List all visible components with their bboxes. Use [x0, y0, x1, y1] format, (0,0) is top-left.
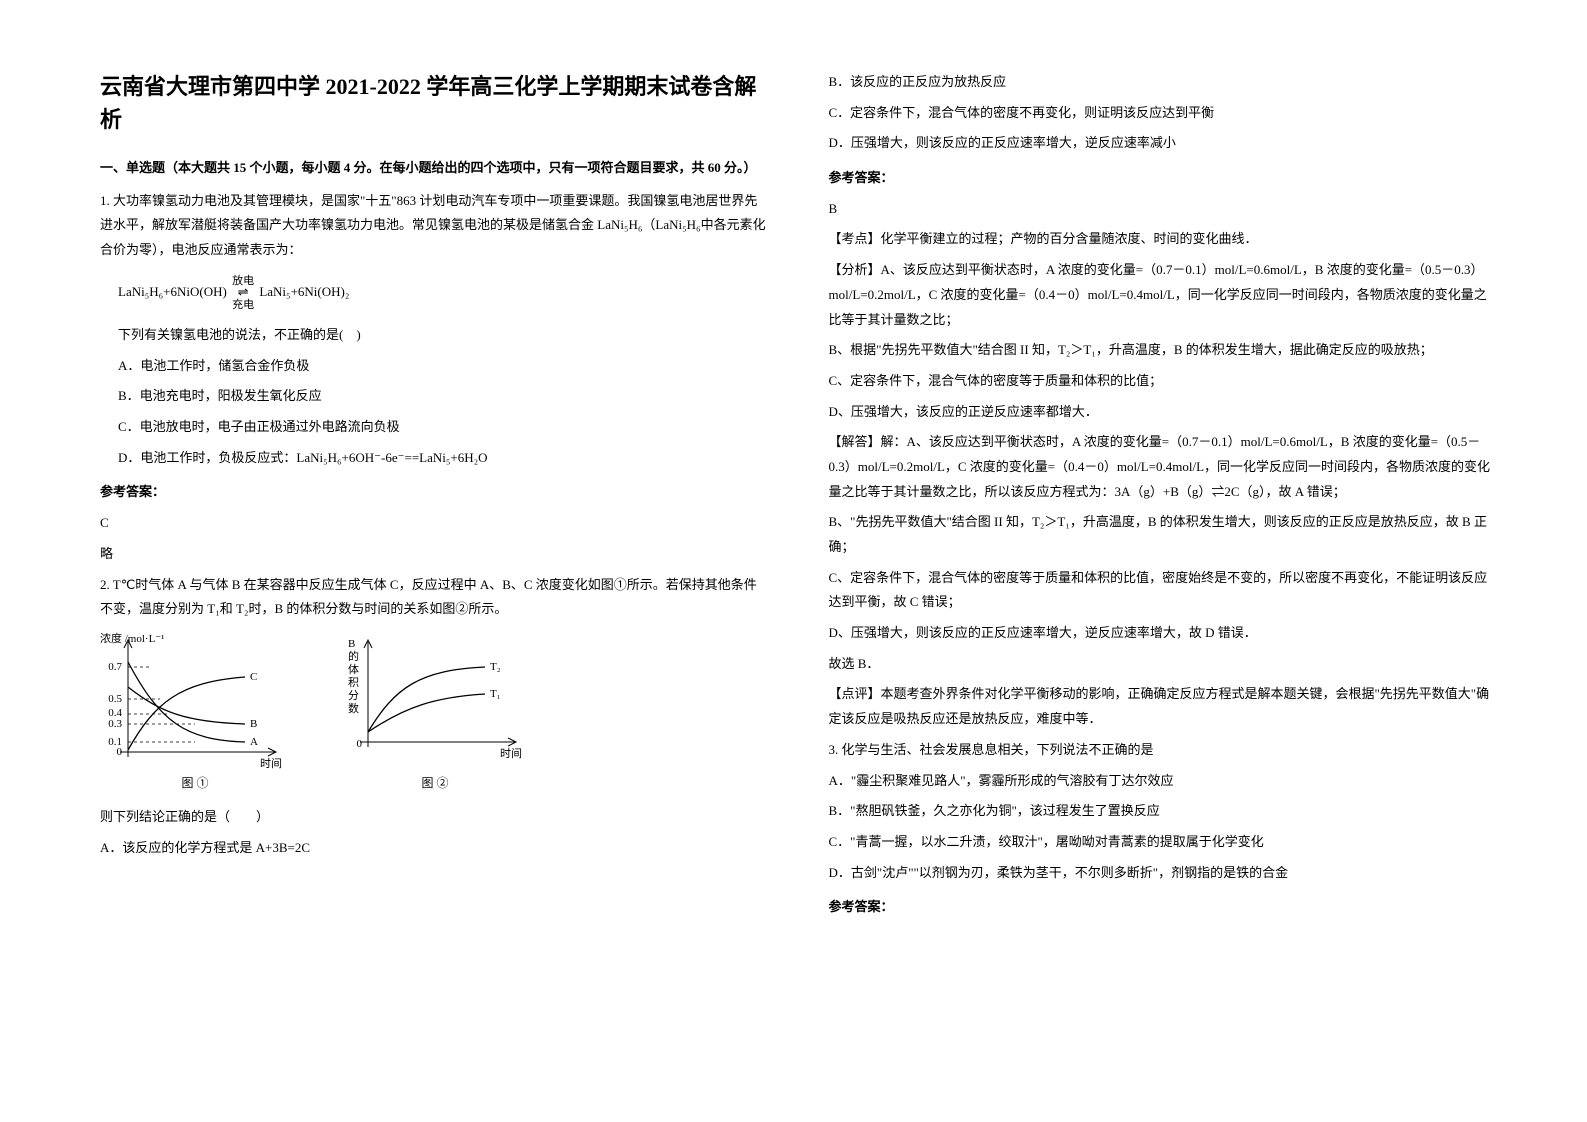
- reaction-arrow-icon: ⇌: [238, 284, 249, 299]
- q2-jieda-5: 故选 B．: [829, 652, 1498, 677]
- chart1-ytick-1: 0.1: [108, 736, 122, 748]
- q2-opt-a: A．该反应的化学方程式是 A+3B=2C: [100, 836, 769, 861]
- chart1-lbl-b: B: [250, 718, 257, 730]
- chart1-ytick-3: 0.4: [108, 707, 122, 719]
- chart1-ytick-4: 0.5: [108, 693, 122, 705]
- q2-fenxi-3: C、定容条件下，混合气体的密度等于质量和体积的比值；: [829, 369, 1498, 394]
- chart1-lbl-a: A: [250, 736, 258, 748]
- chart2-yl-4: 积: [348, 676, 359, 689]
- q2-fenxi-4: D、压强增大，该反应的正逆反应速率都增大．: [829, 400, 1498, 425]
- chart2-caption: 图 ②: [340, 774, 530, 791]
- chart1-curve-b: [128, 687, 245, 724]
- chart2-yl-3: 体: [348, 662, 359, 676]
- section-heading: 一、单选题（本大题共 15 个小题，每小题 4 分。在每小题给出的四个选项中，只…: [100, 156, 769, 181]
- chart2-lbl-t2: T₂: [490, 661, 501, 673]
- q1-note: 略: [100, 542, 769, 567]
- chart2-yl-1: B: [348, 638, 355, 650]
- reaction-left: LaNi₅H₆+6NiO(OH): [118, 284, 227, 299]
- q1-stem: 1. 大功率镍氢动力电池及其管理模块，是国家"十五"863 计划电动汽车专项中一…: [100, 189, 769, 263]
- q2-fenxi-1: 【分析】A、该反应达到平衡状态时，A 浓度的变化量=（0.7－0.1）mol/L…: [829, 258, 1498, 332]
- q3-opt-c: C．"青蒿一握，以水二升渍，绞取汁"，屠呦呦对青蒿素的提取属于化学变化: [829, 830, 1498, 855]
- right-column: B．该反应的正反应为放热反应 C．定容条件下，混合气体的密度不再变化，则证明该反…: [829, 70, 1498, 926]
- chart2-svg: T₂ T₁ 0 时间 B 的 体 积 分 数: [340, 632, 530, 772]
- q1-opt-a: A．电池工作时，储氢合金作负极: [118, 354, 769, 379]
- chart1-curve-a: [128, 662, 245, 742]
- reaction-arrows: 放电 ⇌ 充电: [232, 275, 254, 311]
- q3-answer-heading: 参考答案：: [829, 895, 1498, 920]
- q1-opt-c: C．电池放电时，电子由正极通过外电路流向负极: [118, 415, 769, 440]
- q1-answer: C: [100, 511, 769, 536]
- q2-answer-heading: 参考答案：: [829, 166, 1498, 191]
- q1-answer-heading: 参考答案：: [100, 480, 769, 505]
- q3-opt-b: B．"熬胆矾铁釜，久之亦化为铜"，该过程发生了置换反应: [829, 799, 1498, 824]
- reaction-right: LaNi₅+6Ni(OH)₂: [259, 284, 349, 299]
- chart2-yl-5: 分: [348, 689, 359, 702]
- chart1-lbl-c: C: [250, 671, 257, 683]
- chart1-xlabel: 时间: [260, 757, 282, 770]
- doc-title: 云南省大理市第四中学 2021-2022 学年高三化学上学期期末试卷含解析: [100, 70, 769, 136]
- q1-prompt: 下列有关镍氢电池的说法，不正确的是( ): [118, 323, 769, 348]
- chart1-svg: 0 0.1 0.3 0.4 0.5 0.7: [100, 632, 290, 772]
- q2-jieda-2: B、"先拐先平数值大"结合图 II 知，T₂＞T₁，升高温度，B 的体积发生增大…: [829, 510, 1498, 559]
- chart2-yl-6: 数: [348, 702, 359, 715]
- chart2-yl-2: 的: [348, 649, 359, 663]
- q3-opt-a: A．"霾尘积聚难见路人"，雾霾所形成的气溶胶有丁达尔效应: [829, 769, 1498, 794]
- chart2-curve-t1: [368, 694, 485, 732]
- chart2-xlabel: 时间: [500, 747, 522, 760]
- q2-prompt: 则下列结论正确的是（ ）: [100, 805, 769, 830]
- q2-kaodian: 【考点】化学平衡建立的过程；产物的百分含量随浓度、时间的变化曲线．: [829, 227, 1498, 252]
- page: 云南省大理市第四中学 2021-2022 学年高三化学上学期期末试卷含解析 一、…: [0, 0, 1587, 966]
- q1-opt-b: B．电池充电时，阳极发生氧化反应: [118, 384, 769, 409]
- q2-jieda-3: C、定容条件下，混合气体的密度等于质量和体积的比值，密度始终是不变的，所以密度不…: [829, 566, 1498, 615]
- chart2-curve-t2: [368, 667, 485, 732]
- q2-fenxi-2: B、根据"先拐先平数值大"结合图 II 知，T₂＞T₁，升高温度，B 的体积发生…: [829, 338, 1498, 363]
- q2-answer: B: [829, 197, 1498, 222]
- chart1-ylabel: 浓度 /mol·L⁻¹: [100, 632, 164, 645]
- q2-jieda-1: 【解答】解：A、该反应达到平衡状态时，A 浓度的变化量=（0.7－0.1）mol…: [829, 430, 1498, 504]
- q2-jieda-4: D、压强增大，则该反应的正反应速率增大，逆反应速率增大，故 D 错误．: [829, 621, 1498, 646]
- chart1-ytick-2: 0.3: [108, 718, 122, 730]
- chart1-wrap: 0 0.1 0.3 0.4 0.5 0.7: [100, 632, 290, 791]
- chart1-curve-c: [128, 677, 245, 750]
- q1-opt-d: D．电池工作时，负极反应式：LaNi₅H₆+6OH⁻-6e⁻==LaNi₅+6H…: [118, 446, 769, 471]
- left-column: 云南省大理市第四中学 2021-2022 学年高三化学上学期期末试卷含解析 一、…: [100, 70, 769, 926]
- q2-stem: 2. T℃时气体 A 与气体 B 在某容器中反应生成气体 C，反应过程中 A、B…: [100, 573, 769, 622]
- q2-opt-d: D．压强增大，则该反应的正反应速率增大，逆反应速率减小: [829, 131, 1498, 156]
- q2-charts: 0 0.1 0.3 0.4 0.5 0.7: [100, 632, 769, 791]
- chart2-wrap: T₂ T₁ 0 时间 B 的 体 积 分 数 图 ②: [340, 632, 530, 791]
- q2-opt-b: B．该反应的正反应为放热反应: [829, 70, 1498, 95]
- q3-opt-d: D．古剑"沈卢""以剂钢为刃，柔铁为茎干，不尔则多断折"，剂钢指的是铁的合金: [829, 861, 1498, 886]
- chart2-zero: 0: [357, 738, 363, 750]
- q2-opt-c: C．定容条件下，混合气体的密度不再变化，则证明该反应达到平衡: [829, 101, 1498, 126]
- chart1-ytick-5: 0.7: [108, 661, 122, 673]
- reaction-bottom: 充电: [232, 299, 254, 311]
- q2-dianping: 【点评】本题考查外界条件对化学平衡移动的影响，正确确定反应方程式是解本题关键，会…: [829, 682, 1498, 731]
- q1-reaction: LaNi₅H₆+6NiO(OH) 放电 ⇌ 充电 LaNi₅+6Ni(OH)₂: [118, 275, 769, 311]
- q3-stem: 3. 化学与生活、社会发展息息相关，下列说法不正确的是: [829, 738, 1498, 763]
- chart2-lbl-t1: T₁: [490, 688, 501, 700]
- chart1-caption: 图 ①: [100, 774, 290, 791]
